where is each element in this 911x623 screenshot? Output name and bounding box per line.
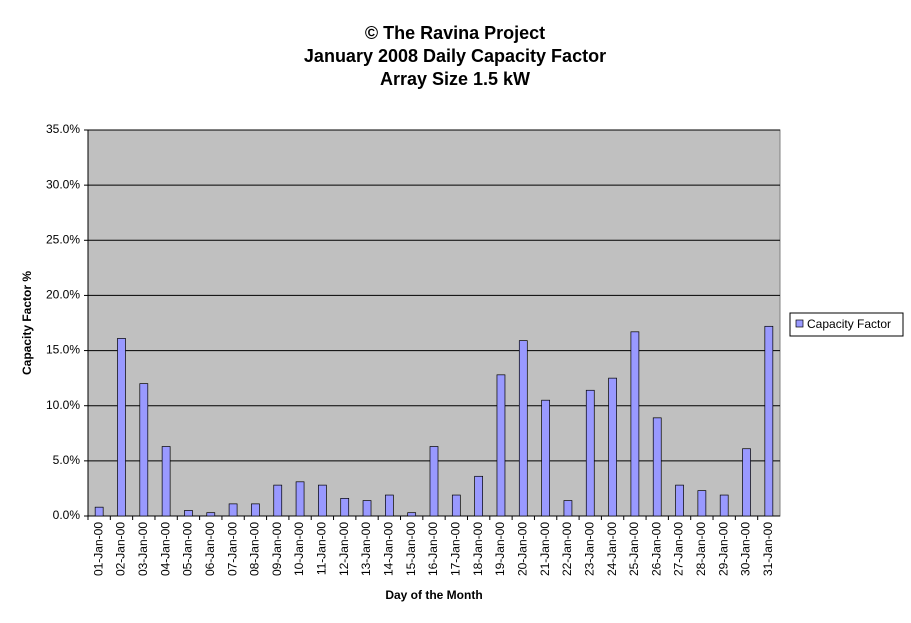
bar — [697, 490, 707, 517]
y-tick-label: 15.0% — [46, 343, 80, 357]
y-tick-label: 5.0% — [53, 453, 81, 467]
x-tick-label: 06-Jan-00 — [203, 522, 217, 576]
y-tick-label: 25.0% — [46, 232, 80, 246]
x-tick-label: 04-Jan-00 — [158, 522, 172, 576]
bar — [518, 340, 528, 517]
x-axis-label: Day of the Month — [385, 588, 482, 602]
chart-title: © The Ravina Project — [365, 23, 545, 43]
bar — [340, 498, 350, 517]
x-tick-label: 28-Jan-00 — [694, 522, 708, 576]
bar — [273, 484, 283, 517]
x-tick-label: 31-Jan-00 — [761, 522, 775, 576]
x-tick-label: 25-Jan-00 — [627, 522, 641, 576]
x-tick-label: 26-Jan-00 — [649, 522, 663, 576]
bar — [228, 503, 238, 517]
bar — [139, 383, 149, 517]
bar — [117, 338, 126, 517]
y-tick-label: 0.0% — [53, 508, 81, 522]
x-tick-label: 24-Jan-00 — [605, 522, 619, 576]
x-tick-label: 03-Jan-00 — [136, 522, 150, 576]
x-tick-label: 14-Jan-00 — [382, 522, 396, 576]
bar — [630, 331, 640, 517]
bar — [407, 512, 417, 517]
bar — [474, 475, 483, 517]
y-tick-label: 10.0% — [46, 398, 80, 412]
x-tick-label: 09-Jan-00 — [270, 522, 284, 576]
legend-box — [789, 312, 904, 337]
x-tick-label: 16-Jan-00 — [426, 522, 440, 576]
x-tick-label: 30-Jan-00 — [739, 522, 753, 576]
bar — [451, 494, 461, 517]
bar — [206, 512, 216, 517]
bar — [429, 446, 439, 517]
chart-title: Array Size 1.5 kW — [380, 69, 530, 89]
bar — [385, 494, 394, 517]
bar — [295, 481, 305, 517]
bar — [161, 446, 171, 517]
bar — [251, 503, 260, 517]
x-tick-label: 11-Jan-00 — [315, 522, 329, 575]
x-tick-label: 27-Jan-00 — [672, 522, 686, 576]
legend-label: Capacity Factor — [807, 317, 891, 331]
x-tick-label: 02-Jan-00 — [114, 522, 128, 576]
x-tick-label: 15-Jan-00 — [404, 522, 418, 576]
bar — [764, 325, 774, 517]
y-tick-label: 20.0% — [46, 288, 80, 302]
x-tick-label: 18-Jan-00 — [471, 522, 485, 576]
x-tick-label: 19-Jan-00 — [493, 522, 507, 576]
bar — [608, 377, 617, 517]
bar — [563, 500, 573, 517]
y-axis-label: Capacity Factor % — [20, 271, 34, 375]
x-tick-label: 17-Jan-00 — [448, 522, 462, 576]
legend-swatch — [795, 319, 804, 328]
bar — [541, 399, 550, 517]
bar — [496, 374, 506, 517]
x-tick-label: 13-Jan-00 — [359, 522, 373, 576]
bar — [184, 510, 193, 517]
bar — [362, 500, 372, 517]
x-tick-label: 22-Jan-00 — [560, 522, 574, 576]
x-tick-label: 23-Jan-00 — [582, 522, 596, 576]
y-tick-label: 35.0% — [46, 122, 80, 136]
x-tick-label: 29-Jan-00 — [716, 522, 730, 576]
bar — [652, 417, 662, 517]
bar — [585, 389, 595, 517]
y-tick-label: 30.0% — [46, 177, 80, 191]
x-tick-label: 20-Jan-00 — [515, 522, 529, 576]
x-tick-label: 08-Jan-00 — [248, 522, 262, 576]
x-tick-label: 05-Jan-00 — [181, 522, 195, 576]
x-tick-label: 12-Jan-00 — [337, 522, 351, 576]
bar — [675, 484, 684, 517]
x-tick-label: 01-Jan-00 — [91, 522, 105, 576]
x-tick-label: 10-Jan-00 — [292, 522, 306, 576]
bar — [719, 494, 729, 517]
bar — [742, 448, 751, 517]
chart-title: January 2008 Daily Capacity Factor — [304, 46, 606, 66]
bar — [94, 506, 104, 517]
x-tick-label: 07-Jan-00 — [225, 522, 239, 576]
bar — [318, 484, 327, 517]
x-tick-label: 21-Jan-00 — [538, 522, 552, 576]
